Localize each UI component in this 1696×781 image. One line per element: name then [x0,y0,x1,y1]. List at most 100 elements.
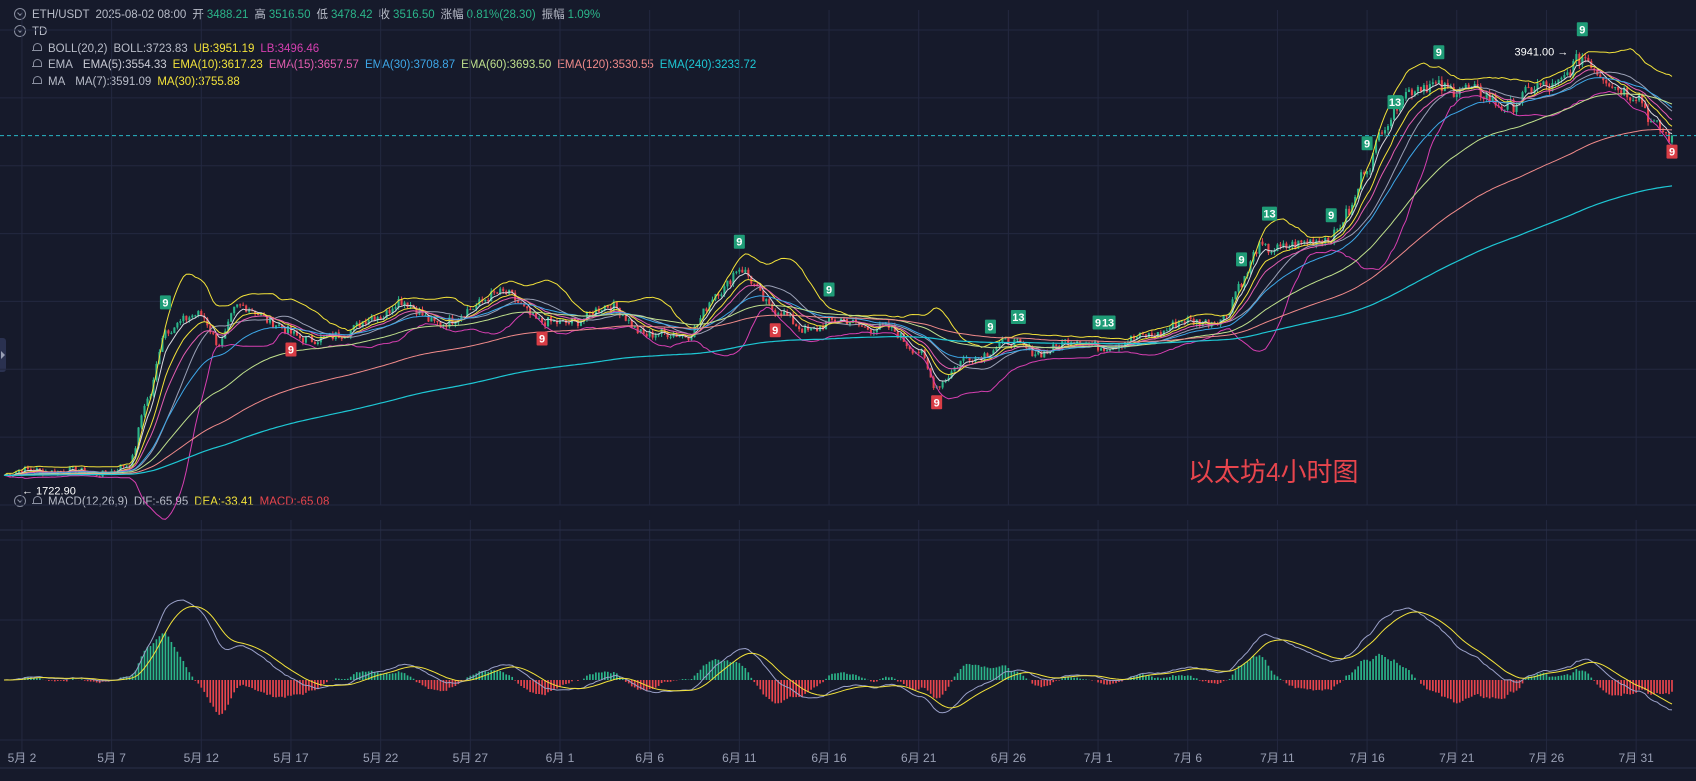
low-value: 3478.42 [330,9,373,21]
candle [191,315,194,318]
candle [1419,86,1422,92]
candle [454,322,457,325]
boll-ub-value: UB:3951.19 [193,43,255,55]
candle [1067,339,1070,346]
candle [672,333,675,337]
candle [1186,317,1189,323]
td-marker-text: 9 [987,322,993,334]
candle [1581,57,1584,65]
candle [995,347,998,351]
ema60-value: EMA(60):3693.50 [461,59,552,71]
td-marker: 9 [1325,208,1337,223]
side-panel-toggle[interactable] [0,338,6,372]
bell-icon[interactable] [32,42,42,53]
ma-indicator-row[interactable]: MA MA(7):3591.09 MA(30):3755.88 [32,75,246,89]
collapse-chevron-icon[interactable] [14,25,26,37]
candle [1437,80,1440,84]
candle [968,357,971,361]
candle [792,314,795,325]
candle [920,349,923,353]
candle [1584,57,1587,59]
x-tick-label: 7月 6 [1173,751,1202,765]
candle [391,308,394,314]
candle [499,288,502,294]
candle [376,317,379,321]
candle [98,475,101,477]
td-marker-text: 13 [1389,97,1401,109]
candle [573,318,576,320]
candle [986,353,989,357]
td-marker: 13 [1261,206,1277,221]
collapse-chevron-icon[interactable] [14,8,26,20]
macd-pane[interactable] [3,599,1673,715]
candle [271,317,275,329]
collapse-chevron-icon[interactable] [14,495,26,507]
x-tick-label: 6月 11 [722,751,757,765]
td-marker-text: 13 [1102,318,1114,330]
candle [1195,319,1198,325]
candle [367,319,370,324]
watermark: 以太坊4小时图 [1188,457,1359,487]
candle [1473,84,1476,87]
candle [38,468,41,470]
td-indicator-row[interactable]: TD [14,25,53,39]
td-marker: 9 [823,282,835,297]
candle [1004,338,1007,340]
candle [403,302,406,305]
td-marker: 13 [1100,315,1116,330]
candle [717,294,720,296]
x-tick-label: 7月 31 [1618,751,1654,765]
bell-icon[interactable] [32,75,42,86]
candle [899,333,902,339]
td-marker: 13 [1387,95,1403,110]
candle [176,322,179,328]
candle [989,354,992,357]
td-marker: 9 [536,331,548,346]
ema10-value: EMA(10):3617.23 [172,59,263,71]
candle [1422,85,1425,92]
candle [523,303,526,307]
candle [436,320,439,323]
candle [361,321,364,328]
candle [552,320,556,322]
candle [816,328,819,332]
candle [1590,61,1593,69]
high-label: 高 [254,9,266,21]
candle [1378,132,1381,141]
bell-icon[interactable] [32,58,42,69]
td-marker-box [733,234,745,249]
candle [896,331,899,339]
high-label: 3941.00 → [1515,47,1569,59]
macd-dea-line [4,605,1673,709]
td-marker-box [769,323,781,338]
candle [1108,349,1112,351]
ema10-line [3,65,1673,476]
candle [430,317,433,322]
candle [1644,103,1647,109]
candle [239,304,242,306]
candle [1261,241,1264,245]
candle [1509,99,1512,101]
td-marker-text: 9 [1238,254,1244,266]
candle [639,329,642,334]
candle [298,335,301,339]
candle [1366,171,1369,175]
ema120-line [4,129,1673,476]
candle [277,324,281,326]
candle [666,332,669,338]
td-marker: 9 [1666,144,1678,159]
boll-indicator-row[interactable]: BOLL(20,2) BOLL:3723.83 UB:3951.19 LB:3496.… [32,42,325,56]
candle [1545,81,1548,87]
candle [1288,247,1291,249]
bell-icon[interactable] [32,495,42,506]
candle [1620,90,1623,95]
candle [1315,240,1318,246]
candle [1425,85,1428,92]
candle [1102,348,1106,352]
candle [627,319,630,321]
candle [699,318,702,325]
ema240-line [4,185,1673,476]
candle [1279,244,1282,247]
